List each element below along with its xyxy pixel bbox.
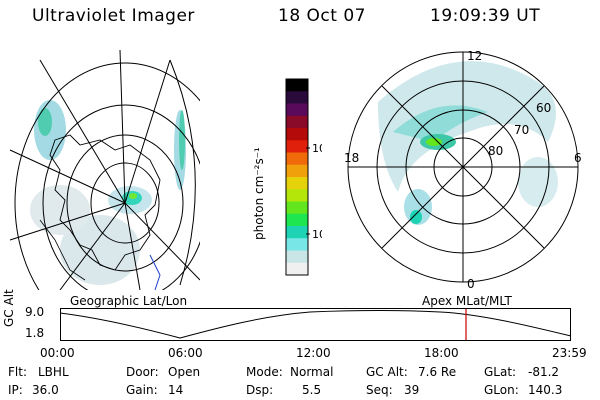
colorbar-swatch: [286, 79, 308, 92]
geographic-map-label: Geographic Lat/Lon: [70, 294, 188, 308]
altitude-timeline: [60, 308, 572, 341]
colorbar-swatch: [286, 250, 308, 264]
timeline-xtick-2: 12:00: [296, 346, 331, 360]
colorbar-swatch: [286, 213, 308, 227]
glon-label: GLon:: [484, 383, 519, 397]
colorbar-swatch: [286, 103, 308, 117]
dsp-label: Dsp:: [246, 383, 274, 397]
glat-label: GLat:: [484, 365, 517, 379]
polar-map: 12 18 6 0 60 70 80: [344, 49, 582, 291]
door-label: Door:: [126, 365, 159, 379]
timeline-ytick-high: 9.0: [25, 305, 45, 319]
door-value: Open: [168, 365, 201, 379]
mlt-label-18: 18: [344, 151, 359, 165]
colorbar-tick-10: 10: [312, 228, 322, 241]
colorbar-swatch: [286, 140, 308, 153]
gain-value: 14: [168, 383, 184, 397]
colorbar-swatch: [286, 226, 308, 239]
flt-label: Flt:: [8, 365, 27, 379]
timeline-ylabel: GC Alt: [2, 289, 16, 327]
lat-label-80: 80: [488, 144, 503, 158]
ip-label: IP:: [8, 383, 23, 397]
colorbar-swatch: [286, 177, 308, 190]
gcalt-value: 7.6 Re: [418, 365, 457, 379]
gcalt-label: GC Alt:: [366, 365, 408, 379]
dsp-value: 5.5: [302, 383, 322, 397]
instrument-title: Ultraviolet Imager: [32, 6, 195, 26]
seq-value: 39: [404, 383, 420, 397]
colorbar-swatch: [286, 152, 308, 166]
gain-label: Gain:: [126, 383, 158, 397]
timeline-xtick-0: 00:00: [40, 346, 75, 360]
colorbar-swatch: [286, 128, 308, 141]
geographic-map: [9, 49, 200, 290]
mlt-label-6: 6: [574, 151, 582, 165]
timeline-ytick-low: 1.8: [25, 326, 45, 340]
mode-value: Normal: [290, 365, 334, 379]
lat-label-70: 70: [514, 123, 529, 137]
timeline-xtick-1: 06:00: [168, 346, 203, 360]
mlt-label-12: 12: [467, 49, 482, 63]
colorbar-tick-100: 100: [312, 142, 322, 155]
colorbar-swatch: [286, 189, 308, 202]
mlt-label-0: 0: [467, 277, 475, 291]
glon-value: 140.3: [528, 383, 563, 397]
colorbar-swatch: [286, 164, 308, 178]
colorbar-swatch: [286, 238, 308, 251]
lat-label-60: 60: [536, 101, 551, 115]
colorbar-swatch: [286, 91, 308, 104]
flt-value: LBHL: [38, 365, 69, 379]
ip-value: 36.0: [32, 383, 59, 397]
mode-label: Mode:: [246, 365, 283, 379]
color-scale: [286, 79, 308, 276]
colorbar-swatch: [286, 115, 308, 129]
colorbar-swatch: [286, 262, 308, 276]
date-label: 18 Oct 07: [278, 6, 366, 26]
timeline-xtick-4: 23:59: [552, 346, 587, 360]
colorbar-unit-label: photon cm⁻²s⁻¹: [252, 147, 266, 240]
color-bar: 100 10: [285, 78, 322, 276]
time-label: 19:09:39 UT: [430, 6, 541, 26]
glat-value: -81.2: [528, 365, 560, 379]
seq-label: Seq:: [366, 383, 393, 397]
timeline-xtick-3: 18:00: [424, 346, 459, 360]
colorbar-swatch: [286, 201, 308, 215]
polar-map-label: Apex MLat/MLT: [422, 294, 512, 308]
